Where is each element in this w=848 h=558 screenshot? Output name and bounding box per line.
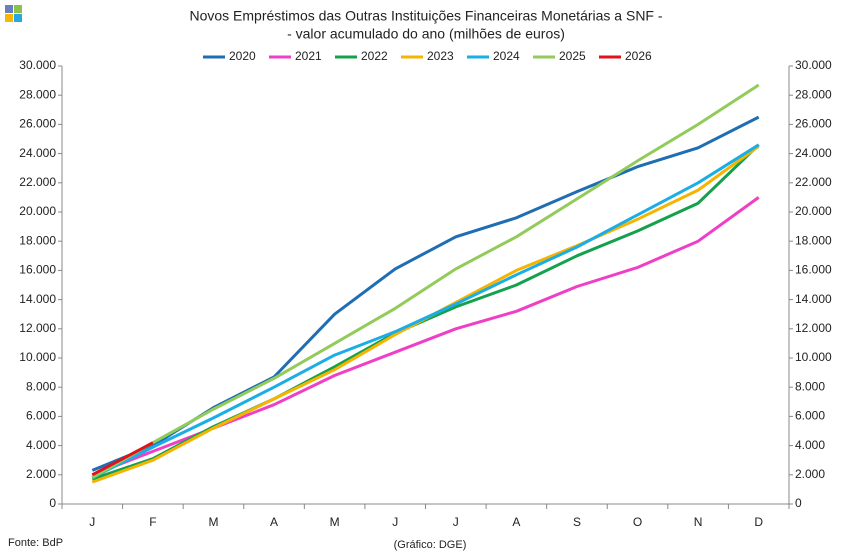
x-tick-label: M — [330, 515, 340, 529]
y2-tick-label: 8.000 — [795, 379, 825, 393]
legend-label: 2020 — [229, 49, 256, 63]
y2-tick-label: 16.000 — [795, 263, 832, 277]
y2-tick-label: 20.000 — [795, 204, 832, 218]
y2-tick-label: 22.000 — [795, 175, 832, 189]
series-line — [91, 441, 154, 477]
x-tick-label: A — [270, 515, 278, 529]
x-tick-label: D — [754, 515, 763, 529]
y-tick-label: 28.000 — [19, 87, 56, 101]
legend-label: 2022 — [361, 49, 388, 63]
y-tick-label: 2.000 — [26, 467, 56, 481]
legend-label: 2026 — [625, 49, 652, 63]
y-tick-label: 6.000 — [26, 409, 56, 423]
y2-tick-label: 30.000 — [795, 58, 832, 72]
y2-tick-label: 6.000 — [795, 409, 825, 423]
logo — [5, 5, 22, 22]
series-line — [91, 145, 760, 484]
series-line — [91, 115, 760, 472]
y-tick-label: 26.000 — [19, 117, 56, 131]
y-tick-label: 30.000 — [19, 58, 56, 72]
y-tick-label: 20.000 — [19, 204, 56, 218]
series-line — [91, 83, 760, 479]
y-tick-label: 4.000 — [26, 438, 56, 452]
x-tick-label: J — [453, 515, 459, 529]
x-tick-label: O — [633, 515, 642, 529]
source: Fonte: BdP — [8, 537, 63, 549]
chart-subtitle: - valor acumulado do ano (milhões de eur… — [287, 26, 565, 42]
legend-label: 2021 — [295, 49, 322, 63]
chart-title: Novos Empréstimos das Outras Instituiçõe… — [189, 8, 662, 24]
credit: (Gráfico: DGE) — [394, 539, 467, 551]
y-tick-label: 24.000 — [19, 146, 56, 160]
series-line — [91, 196, 760, 477]
y2-tick-label: 4.000 — [795, 438, 825, 452]
y-tick-label: 14.000 — [19, 292, 56, 306]
y-tick-label: 8.000 — [26, 379, 56, 393]
series-line — [91, 143, 760, 480]
y2-tick-label: 26.000 — [795, 117, 832, 131]
y-tick-label: 22.000 — [19, 175, 56, 189]
y-tick-label: 10.000 — [19, 350, 56, 364]
x-tick-label: A — [512, 515, 520, 529]
y-tick-label: 18.000 — [19, 233, 56, 247]
y2-tick-label: 2.000 — [795, 467, 825, 481]
x-tick-label: F — [149, 515, 156, 529]
legend-label: 2024 — [493, 49, 520, 63]
y-tick-label: 16.000 — [19, 263, 56, 277]
x-tick-label: N — [694, 515, 703, 529]
legend-label: 2025 — [559, 49, 586, 63]
x-tick-label: J — [89, 515, 95, 529]
y2-tick-label: 0 — [795, 496, 802, 510]
y2-tick-label: 10.000 — [795, 350, 832, 364]
y2-tick-label: 18.000 — [795, 233, 832, 247]
y-tick-label: 12.000 — [19, 321, 56, 335]
legend-label: 2023 — [427, 49, 454, 63]
y2-tick-label: 24.000 — [795, 146, 832, 160]
x-tick-label: S — [573, 515, 581, 529]
y2-tick-label: 14.000 — [795, 292, 832, 306]
y-tick-label: 0 — [49, 496, 56, 510]
x-tick-label: J — [392, 515, 398, 529]
y2-tick-label: 12.000 — [795, 321, 832, 335]
y2-tick-label: 28.000 — [795, 87, 832, 101]
x-tick-label: M — [208, 515, 218, 529]
